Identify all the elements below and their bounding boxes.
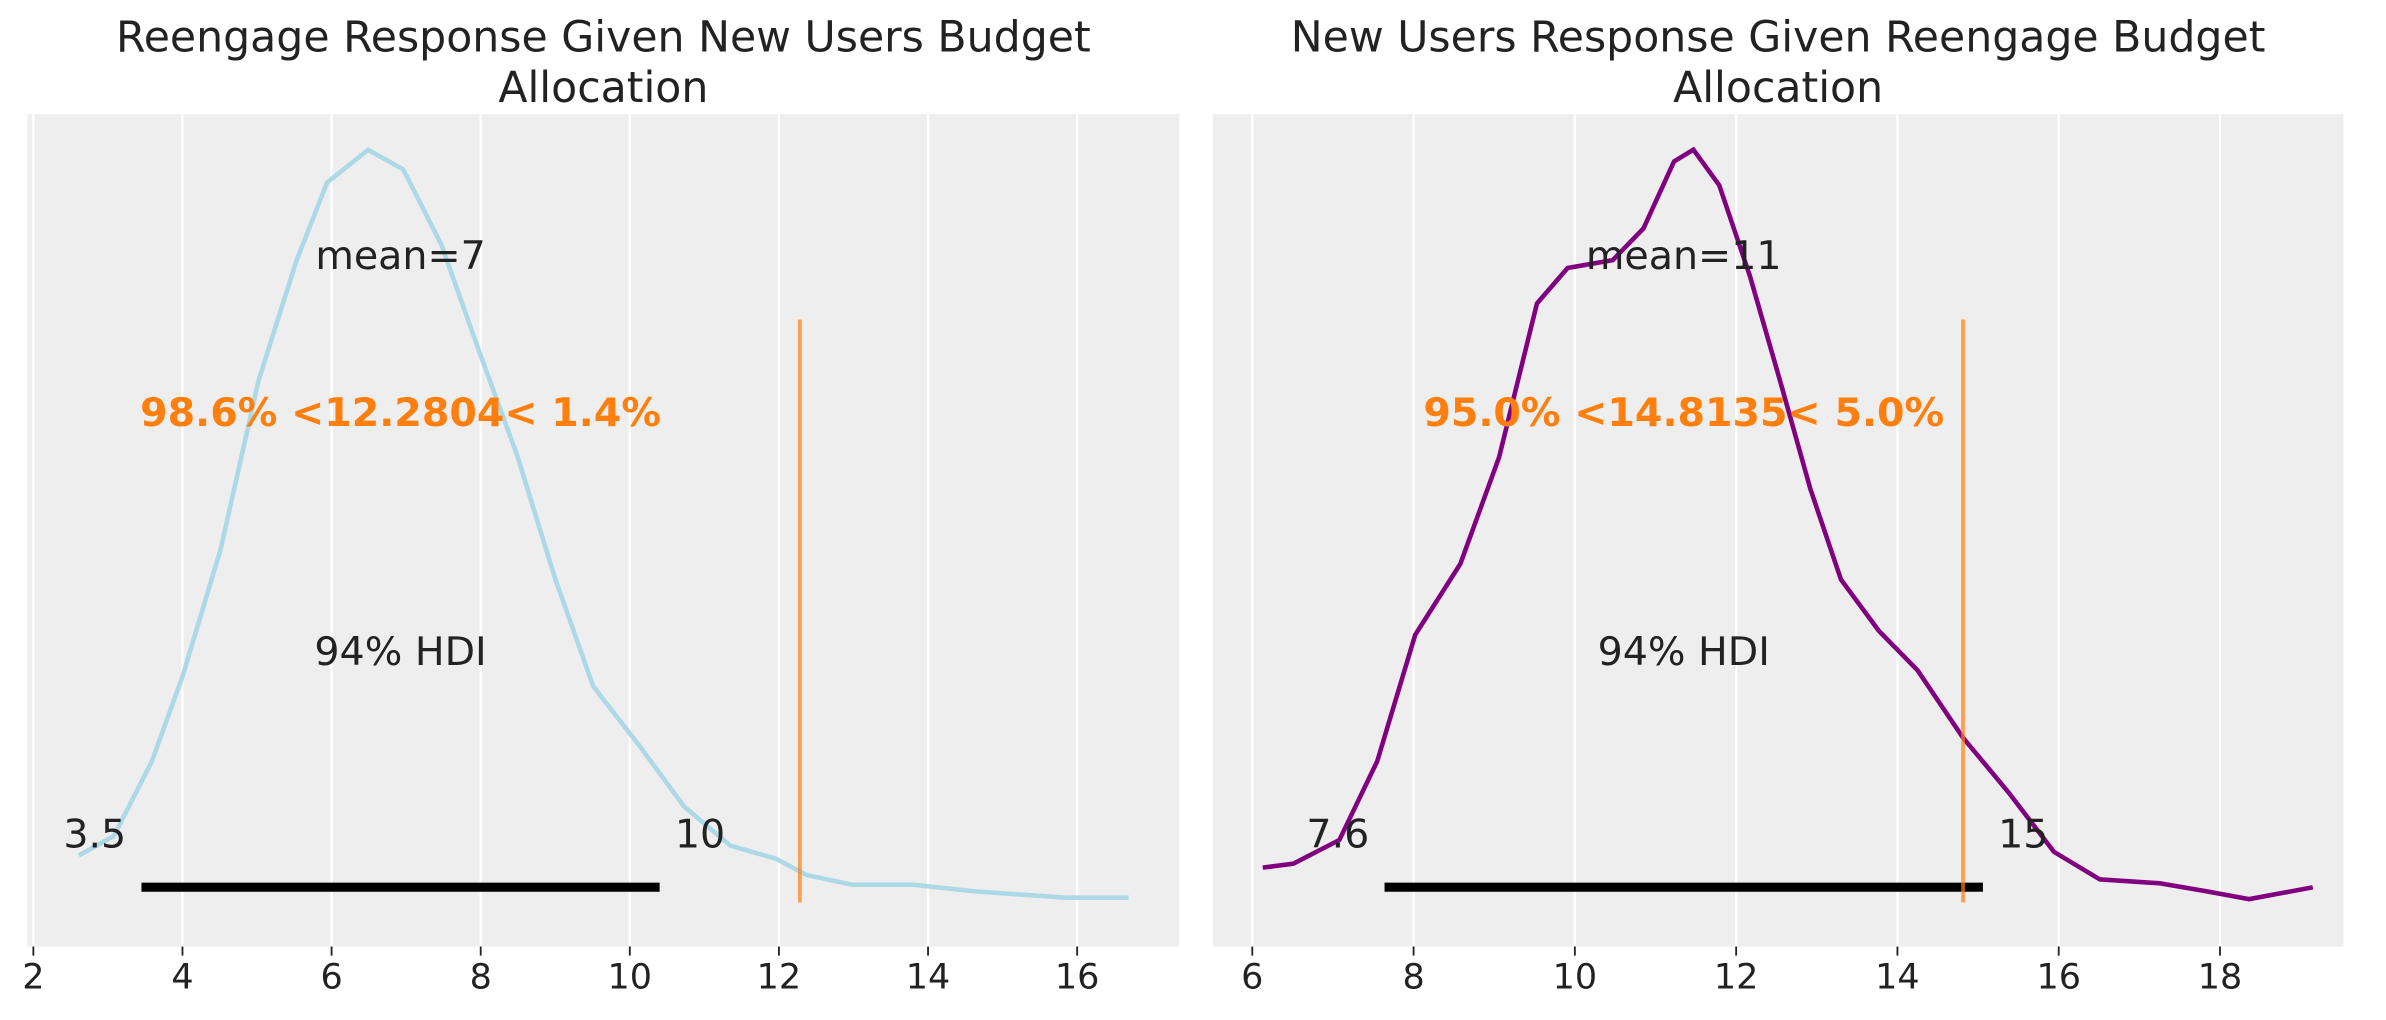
- x-tick-label: 16: [2036, 957, 2081, 997]
- x-tick-label: 12: [1714, 957, 1759, 997]
- chart-title: New Users Response Given Reengage Budget…: [1290, 12, 2266, 113]
- hdi-low-label: 3.5: [63, 811, 126, 857]
- x-tick-label: 6: [1241, 957, 1263, 997]
- reference-label: 95.0% <14.8135< 5.0%: [1423, 390, 1944, 436]
- x-tick-label: 2: [22, 957, 44, 997]
- hdi-low-label: 7.6: [1306, 811, 1369, 857]
- plot-area: [1212, 114, 2344, 947]
- hdi-label: 94% HDI: [1598, 629, 1770, 675]
- density-line: [77, 147, 1129, 900]
- hdi-high-label: 10: [675, 811, 725, 857]
- x-tick-label: 16: [1055, 957, 1100, 997]
- chart-title: Reengage Response Given New Users Budget…: [116, 12, 1091, 113]
- x-tick-label: 14: [1875, 957, 1920, 997]
- x-tick-label: 10: [1553, 957, 1598, 997]
- x-tick-label: 4: [171, 957, 193, 997]
- x-tick-label: 8: [470, 957, 492, 997]
- x-tick-label: 14: [906, 957, 951, 997]
- plot-area: [27, 114, 1180, 947]
- mean-label: mean=11: [1586, 233, 1782, 279]
- density-line: [1262, 146, 2314, 902]
- hdi-label: 94% HDI: [314, 629, 486, 675]
- reference-label: 98.6% <12.2804< 1.4%: [140, 390, 661, 436]
- hdi-high-label: 15: [1998, 811, 2048, 857]
- x-tick-label: 6: [320, 957, 342, 997]
- x-tick-label: 18: [2198, 957, 2243, 997]
- x-tick-label: 10: [608, 957, 653, 997]
- mean-label: mean=7: [315, 233, 485, 279]
- x-tick-label: 12: [757, 957, 802, 997]
- x-tick-label: 8: [1402, 957, 1424, 997]
